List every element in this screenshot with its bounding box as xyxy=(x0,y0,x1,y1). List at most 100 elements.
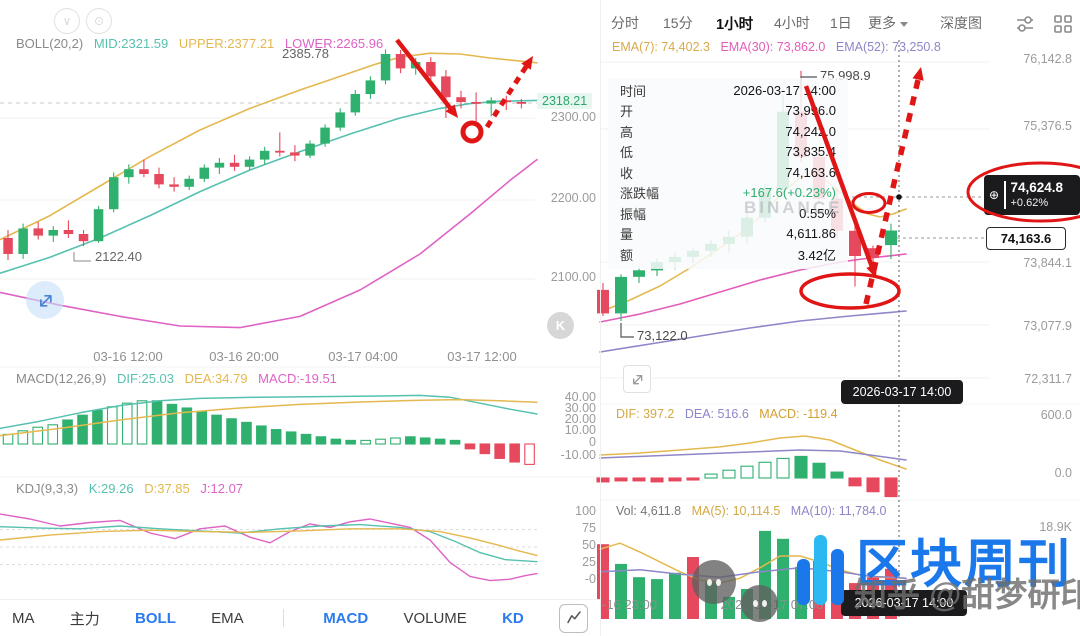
toolbar-item-macd[interactable]: MACD xyxy=(323,609,369,627)
left-low-label: 2122.40 xyxy=(95,249,142,264)
right-low-label: 73,122.0 xyxy=(637,328,688,343)
tab-5[interactable]: 1日 xyxy=(830,15,852,31)
expand-arrows-icon xyxy=(40,295,52,307)
k-line-badge[interactable]: K xyxy=(547,312,574,339)
left-kdj-tick: 75 xyxy=(582,521,596,535)
macd-legend-left: MACD(12,26,9) DIF:25.03 DEA:34.79 MACD:-… xyxy=(16,371,344,386)
left-high-label: 2385.78 xyxy=(282,46,329,61)
ema52-label: EMA(52): 73,250.8 xyxy=(835,40,941,54)
tab-2[interactable]: 15分 xyxy=(663,15,693,31)
ema30-label: EMA(30): 73,862.0 xyxy=(720,40,826,54)
boll-lower: LOWER:2265.96 xyxy=(284,36,384,51)
left-macd-tick: -10.00 xyxy=(560,448,596,462)
left-kdj-tick: 50 xyxy=(582,538,596,552)
right-axis-tick: 18.9K xyxy=(1039,520,1072,534)
collapse-icon[interactable]: ∨ xyxy=(54,8,80,34)
settings-icon[interactable]: ⊙ xyxy=(86,8,112,34)
left-time-label: 03-17 12:00 xyxy=(447,349,517,364)
crosshair-time-badge-mid: 2026-03-17 14:00 xyxy=(841,380,963,404)
left-time-label: 03-16 12:00 xyxy=(93,349,163,364)
tooltip-row: 低 73,835.4 xyxy=(620,144,836,161)
macd-dif: DIF:25.03 xyxy=(116,371,175,386)
toolbar-item-主力[interactable]: 主力 xyxy=(69,610,100,628)
left-price-tick: 2100.00 xyxy=(550,270,596,284)
left-macd-tick: 0 xyxy=(589,435,596,449)
r-macd-dea: DEA: 516.6 xyxy=(684,407,749,421)
r-macd-dif: DIF: 397.2 xyxy=(616,407,675,421)
tune-icon[interactable] xyxy=(1012,11,1038,37)
tab-3[interactable]: 1小时 xyxy=(716,17,754,33)
tooltip-row: 高 74,242.0 xyxy=(620,123,836,140)
tooltip-row: 额 3.42亿 xyxy=(620,247,836,263)
tooltip-row: 开 73,996.0 xyxy=(620,103,836,120)
tab-1[interactable]: 分时 xyxy=(611,15,639,31)
ema7-label: EMA(7): 74,402.3 xyxy=(612,40,710,54)
indicator-toolbar: MA 主力 BOLL EMA MACD VOLUME KD xyxy=(0,599,600,636)
left-macd-tick: 40.00 xyxy=(564,390,596,404)
right-axis-tick: 76,142.8 xyxy=(1023,52,1072,66)
badge-change: +0.62% xyxy=(1010,196,1049,209)
boll-name: BOLL(20,2) xyxy=(16,36,84,51)
right-axis-tick: 75,376.5 xyxy=(1023,119,1072,133)
wechat-icon-small xyxy=(741,585,778,622)
kdj-j: J:12.07 xyxy=(200,481,244,496)
right-axis-tick: 0.0 xyxy=(1054,466,1072,480)
logo-bars-icon xyxy=(797,533,844,605)
left-time-label: 03-16 20:00 xyxy=(209,349,279,364)
right-axis-tick: 73,077.9 xyxy=(1023,319,1072,333)
toolbar-item-kd[interactable]: KD xyxy=(502,609,524,627)
boll-upper: UPPER:2377.21 xyxy=(178,36,275,51)
badge-target-icon: ⊕ xyxy=(988,188,1000,202)
vol-legend: Vol: 4,611.8 MA(5): 10,114.5 MA(10): 11,… xyxy=(616,504,893,518)
left-macd-tick: 10.00 xyxy=(564,423,596,437)
hover-close-box: 74,163.6 xyxy=(986,227,1066,250)
current-price-tag: 2318.21 xyxy=(537,93,593,109)
right-axis-tick: 73,844.1 xyxy=(1023,256,1072,270)
toolbar-item-ma[interactable]: MA xyxy=(12,609,35,627)
left-kdj-tick: 100 xyxy=(575,504,596,518)
boll-legend: BOLL(20,2) MID:2321.59 UPPER:2377.21 LOW… xyxy=(16,36,390,51)
right-time-label-1: -16 23:00 xyxy=(602,597,657,612)
expand-button-right[interactable] xyxy=(623,365,651,393)
tab-6[interactable]: 更多 xyxy=(868,13,908,33)
kdj-k: K:29.26 xyxy=(88,481,134,496)
wechat-icon xyxy=(692,560,736,604)
tab-7[interactable]: 深度图 xyxy=(940,15,982,31)
toolbar-item-ema[interactable]: EMA xyxy=(211,609,244,627)
badge-separator xyxy=(1004,181,1006,209)
right-axis-tick: 600.0 xyxy=(1040,408,1072,422)
last-price-badge[interactable]: ⊕ 74,624.8 +0.62% xyxy=(984,175,1080,215)
macd-name: MACD(12,26,9) xyxy=(16,371,107,386)
ema-legend: EMA(7): 74,402.3 EMA(30): 73,862.0 EMA(5… xyxy=(612,40,948,54)
left-time-label: 03-17 04:00 xyxy=(328,349,398,364)
macd-macd: MACD:-19.51 xyxy=(258,371,337,386)
left-price-tick: 2200.00 xyxy=(550,191,596,205)
toolbar-divider xyxy=(282,609,284,627)
chevron-down-icon xyxy=(900,21,908,27)
ohlc-tooltip: 时间 2026-03-17 14:00 开 73,996.0 高 74,242.0 低 73,… xyxy=(608,78,848,269)
r-macd-macd: MACD: -119.4 xyxy=(759,407,838,421)
chart-style-icon[interactable] xyxy=(559,603,589,633)
grid-layout-icon[interactable] xyxy=(1050,11,1076,37)
kdj-legend: KDJ(9,3,3) K:29.26 D:37.85 J:12.07 xyxy=(16,481,250,496)
macd-legend-right: DIF: 397.2 DEA: 516.6 MACD: -119.4 xyxy=(616,407,845,421)
toolbar-item-boll[interactable]: BOLL xyxy=(135,609,176,627)
left-price-tick: 2300.00 xyxy=(550,110,596,124)
credit-watermark: 知乎 @甜梦研印 xyxy=(854,576,1080,613)
toolbar-item-volume[interactable]: VOLUME xyxy=(403,609,467,627)
boll-mid: MID:2321.59 xyxy=(93,36,169,51)
vol-ma5: MA(5): 10,114.5 xyxy=(691,504,781,518)
left-kdj-tick: -0 xyxy=(584,572,596,586)
macd-dea: DEA:34.79 xyxy=(184,371,248,386)
crosshair-time-badge-bottom: 2026-03-17 14:00 xyxy=(841,590,967,616)
kdj-name: KDJ(9,3,3) xyxy=(16,481,79,496)
badge-price: 74,624.8 xyxy=(1010,179,1064,195)
exchange-watermark: BINANCE xyxy=(744,198,843,217)
left-kdj-tick: 25 xyxy=(582,555,596,569)
expand-button-left[interactable] xyxy=(26,281,64,319)
tab-4[interactable]: 4小时 xyxy=(774,15,810,31)
left-macd-tick: 30.00 xyxy=(564,401,596,415)
left-macd-tick: 20.00 xyxy=(564,412,596,426)
right-axis-tick: 72,311.7 xyxy=(1024,372,1072,386)
